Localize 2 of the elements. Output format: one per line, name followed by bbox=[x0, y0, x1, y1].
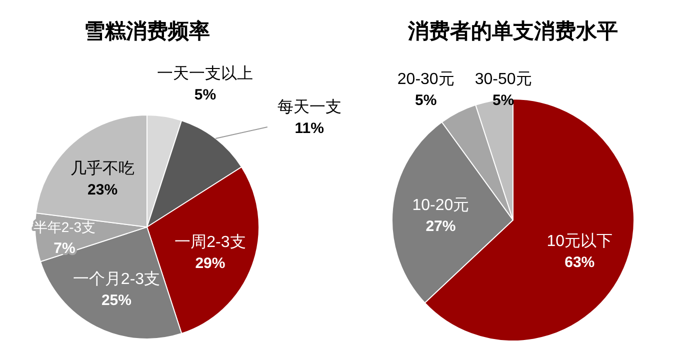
title: 雪糕消费频率 bbox=[84, 20, 210, 43]
title: 消费者的单支消费水平 bbox=[408, 20, 618, 43]
